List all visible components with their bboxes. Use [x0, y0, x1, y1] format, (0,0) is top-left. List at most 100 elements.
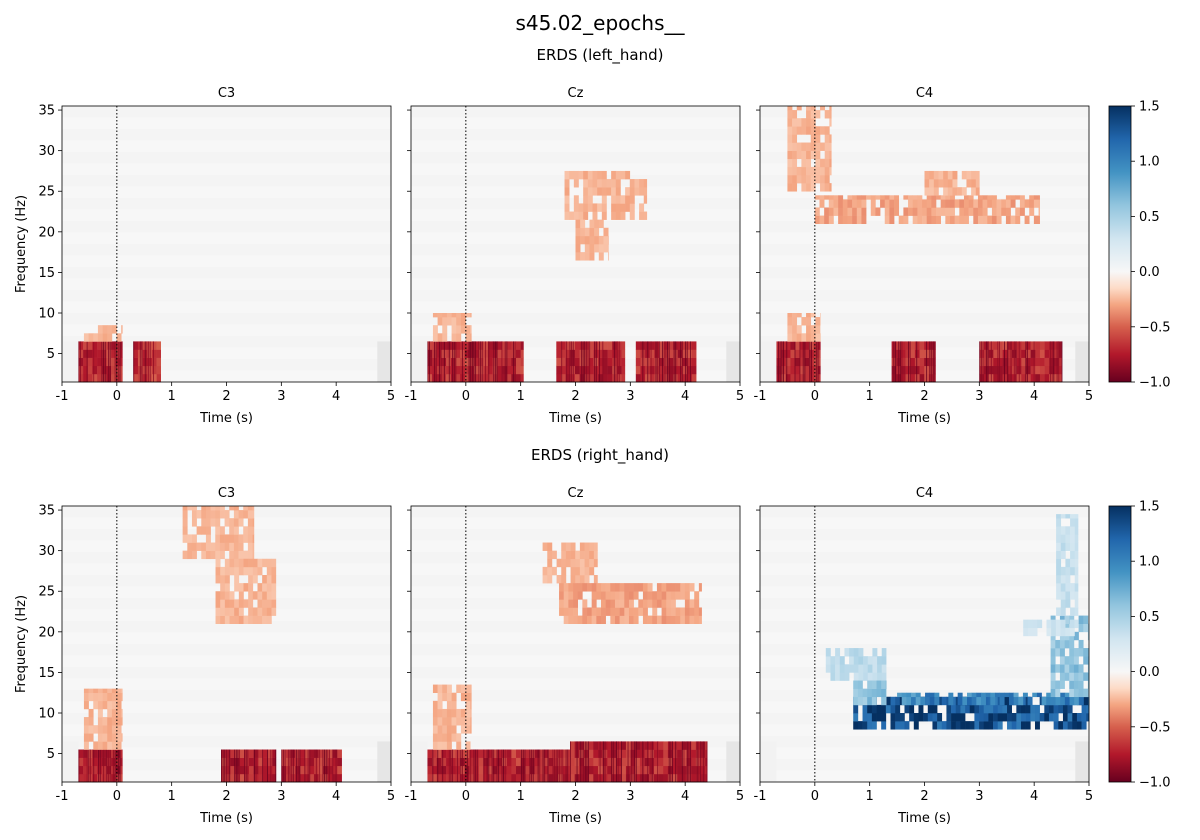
erds-cell — [663, 741, 669, 750]
erds-cell — [548, 757, 554, 767]
erds-cell — [792, 142, 798, 151]
erds-cell — [83, 349, 89, 358]
erds-stripe — [815, 341, 817, 382]
erds-cell — [899, 721, 905, 730]
erds-cell — [691, 365, 697, 375]
erds-cell — [1024, 199, 1030, 208]
erds-cell — [663, 765, 669, 775]
erds-stripe — [901, 341, 903, 382]
erds-cell — [547, 566, 553, 576]
erds-cell — [229, 591, 235, 600]
erds-cell — [93, 700, 99, 710]
erds-cell — [267, 765, 273, 775]
erds-cell — [867, 688, 873, 698]
erds-cell — [847, 207, 853, 216]
erds-cell — [116, 692, 122, 702]
erds-cell — [570, 765, 575, 775]
erds-cell — [818, 357, 821, 367]
erds-stripe — [119, 341, 121, 382]
erds-cell — [446, 733, 452, 742]
erds-cell — [511, 757, 517, 767]
erds-cell — [933, 170, 939, 180]
erds-stripe — [144, 341, 146, 382]
erds-cell — [1086, 704, 1090, 714]
erds-cell — [644, 749, 650, 758]
erds-cell — [635, 765, 641, 775]
erds-cell — [583, 187, 589, 196]
erds-cell — [224, 510, 230, 519]
erds-cell — [649, 741, 655, 750]
erds-cell — [83, 749, 89, 758]
erds-cell — [497, 365, 503, 375]
erds-cell — [243, 558, 249, 568]
erds-cell — [516, 341, 521, 350]
erds-cell — [1072, 721, 1078, 730]
erds-cell — [563, 599, 569, 608]
erds-cell — [875, 195, 881, 200]
erds-cell — [980, 692, 986, 698]
erds-cell — [587, 170, 593, 180]
erds-cell — [792, 325, 798, 334]
erds-cell — [818, 373, 821, 383]
erds-cell — [460, 692, 466, 702]
erds-cell — [601, 187, 607, 196]
erds-cell — [562, 757, 568, 767]
erds-cell — [252, 534, 255, 543]
erds-cell — [621, 349, 626, 358]
erds-cell — [450, 341, 456, 350]
erds-cell — [1059, 648, 1065, 657]
erds-stripe — [78, 749, 80, 782]
erds-stripe — [604, 741, 606, 782]
erds-cell — [936, 195, 941, 200]
erds-cell — [442, 313, 448, 318]
erds-cell — [1002, 341, 1008, 350]
erds-cell — [881, 648, 887, 657]
erds-cell — [488, 349, 494, 358]
erds-cell — [596, 591, 602, 600]
erds-cell — [947, 179, 953, 188]
x-tick-label: 5 — [387, 389, 395, 404]
erds-stripe — [429, 341, 430, 382]
erds-cell — [580, 252, 586, 261]
erds-cell — [993, 704, 999, 714]
erds-cell — [580, 227, 586, 237]
erds-cell — [506, 765, 512, 775]
erds-stripe — [909, 341, 911, 382]
x-tick-label: 5 — [1085, 389, 1093, 404]
erds-cell — [1021, 365, 1027, 375]
erds-cell — [516, 773, 521, 783]
erds-cell — [818, 349, 821, 358]
erds-cell — [332, 773, 338, 783]
erds-cell — [584, 235, 590, 245]
erds-cell — [598, 219, 604, 229]
erds-cell — [470, 725, 472, 734]
erds-stripe — [442, 749, 444, 782]
erds-cell — [267, 749, 273, 758]
erds-cell — [464, 341, 470, 350]
erds-cell — [506, 349, 512, 358]
erds-cell — [427, 749, 433, 758]
erds-cell — [578, 211, 584, 220]
erds-cell — [1027, 696, 1033, 706]
erds-stripe — [475, 749, 477, 782]
erds-cell — [917, 199, 923, 208]
erds-cell — [867, 721, 873, 730]
erds-stripe — [503, 749, 505, 782]
erds-cell — [591, 599, 597, 608]
erds-cell — [587, 187, 593, 196]
erds-cell — [649, 341, 655, 350]
erds-cell — [563, 615, 569, 625]
erds-cell — [633, 607, 639, 616]
erds-cell — [230, 757, 236, 767]
erds-cell — [156, 357, 161, 367]
erds-cell — [248, 773, 254, 783]
erds-cell — [573, 583, 578, 592]
erds-cell — [997, 373, 1003, 383]
erds-cell — [914, 365, 920, 375]
erds-cell — [698, 583, 702, 592]
erds-cell — [971, 179, 977, 188]
erds-cell — [562, 765, 568, 775]
erds-cell — [267, 757, 273, 767]
erds-cell — [1064, 672, 1070, 681]
erds-stripe — [1050, 341, 1051, 382]
